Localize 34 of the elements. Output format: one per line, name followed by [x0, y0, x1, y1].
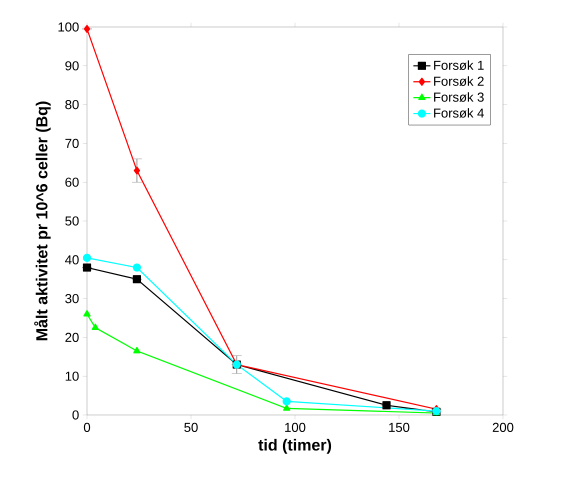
point	[84, 24, 90, 34]
point	[382, 401, 391, 410]
y-tick-label: 60	[65, 178, 79, 187]
y-tick-label: 100	[58, 22, 79, 32]
x-tick-label: 50	[184, 422, 198, 432]
y-tick-label: 20	[65, 332, 79, 342]
x-tick-label: 100	[285, 422, 306, 432]
y-tick-label: 10	[66, 372, 79, 381]
legend-label: Forsøk 4	[434, 108, 484, 118]
point	[83, 310, 91, 316]
legend-label: Forsøk 3	[434, 92, 484, 102]
y-tick-label: 80	[65, 100, 79, 110]
y-tick-label: 0	[72, 410, 79, 420]
y-tick-label: 50	[65, 216, 79, 226]
x-tick-label: 150	[389, 422, 410, 432]
point	[134, 166, 140, 175]
point	[82, 263, 92, 272]
point	[132, 275, 142, 284]
legend-label: Forsøk 2	[434, 76, 484, 86]
y-tick-label: 30	[65, 294, 79, 304]
point	[82, 254, 92, 262]
y-tick-label: 70	[65, 138, 79, 148]
y-tick-label: 90	[65, 61, 79, 70]
y-tick-label: 40	[65, 255, 79, 264]
point	[282, 397, 291, 406]
x-tick-label: 0	[84, 422, 90, 432]
point	[133, 346, 141, 354]
x-axis-title: tid (timer)	[258, 438, 332, 454]
legend-label: Forsøk 1	[434, 60, 484, 70]
x-tick-label: 200	[492, 422, 514, 432]
y-axis-title: Målt aktivitet pr 10^6 celler (Bq)	[34, 102, 51, 340]
point	[92, 324, 99, 330]
point	[132, 263, 142, 272]
point	[283, 404, 290, 411]
